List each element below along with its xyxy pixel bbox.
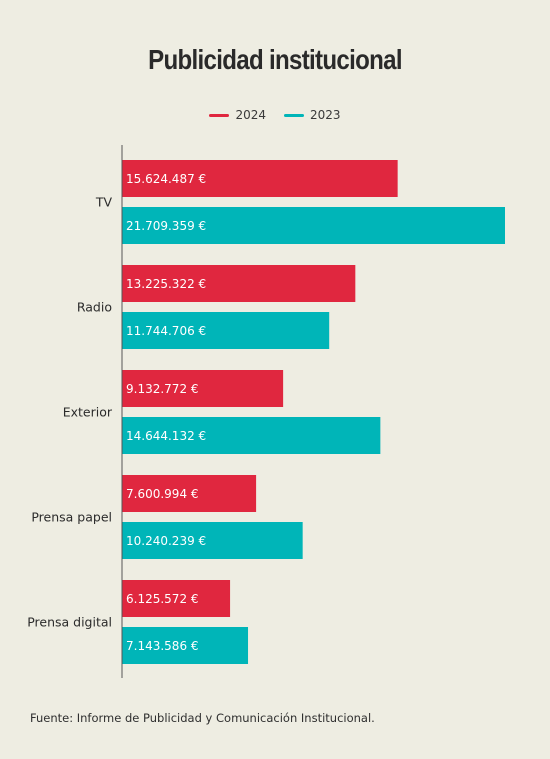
data-label-2023-tv: 21.709.359 € bbox=[126, 219, 206, 233]
legend-item-2024: 2024 bbox=[209, 108, 266, 122]
category-label-tv: TV bbox=[95, 195, 113, 210]
legend-label-2024: 2024 bbox=[235, 108, 266, 122]
data-label-2023-radio: 11.744.706 € bbox=[126, 324, 206, 338]
legend: 2024 2023 bbox=[0, 108, 550, 122]
data-label-2023-prensa-digital: 7.143.586 € bbox=[126, 639, 199, 653]
bar-2024-prensa-digital bbox=[122, 580, 231, 617]
bar-2023-radio bbox=[122, 312, 330, 349]
bar-2023-prensa-papel bbox=[122, 522, 303, 559]
bar-2024-prensa-papel bbox=[122, 475, 257, 512]
data-label-2023-prensa-papel: 10.240.239 € bbox=[126, 534, 206, 548]
bar-2024-radio bbox=[122, 265, 356, 302]
category-label-radio: Radio bbox=[77, 300, 112, 315]
category-label-exterior: Exterior bbox=[63, 405, 113, 420]
bar-2023-exterior bbox=[122, 417, 381, 454]
data-label-2024-tv: 15.624.487 € bbox=[126, 172, 206, 186]
bar-2023-prensa-digital bbox=[122, 627, 249, 664]
legend-swatch-2023 bbox=[284, 113, 304, 117]
legend-item-2023: 2023 bbox=[284, 108, 341, 122]
legend-swatch-2024 bbox=[209, 113, 230, 117]
bar-2024-exterior bbox=[122, 370, 284, 407]
category-label-prensa-papel: Prensa papel bbox=[31, 510, 112, 525]
legend-label-2023: 2023 bbox=[310, 108, 341, 122]
source-note: Fuente: Informe de Publicidad y Comunica… bbox=[30, 711, 375, 725]
chart-title: Publicidad institucional bbox=[148, 44, 402, 75]
data-label-2024-radio: 13.225.322 € bbox=[126, 277, 206, 291]
category-label-prensa-digital: Prensa digital bbox=[27, 615, 112, 630]
bar-2024-tv bbox=[122, 160, 398, 197]
data-label-2024-prensa-digital: 6.125.572 € bbox=[126, 592, 199, 606]
bar-2023-tv bbox=[122, 207, 505, 244]
data-label-2024-prensa-papel: 7.600.994 € bbox=[126, 487, 199, 501]
data-label-2023-exterior: 14.644.132 € bbox=[126, 429, 206, 443]
data-label-2024-exterior: 9.132.772 € bbox=[126, 382, 199, 396]
